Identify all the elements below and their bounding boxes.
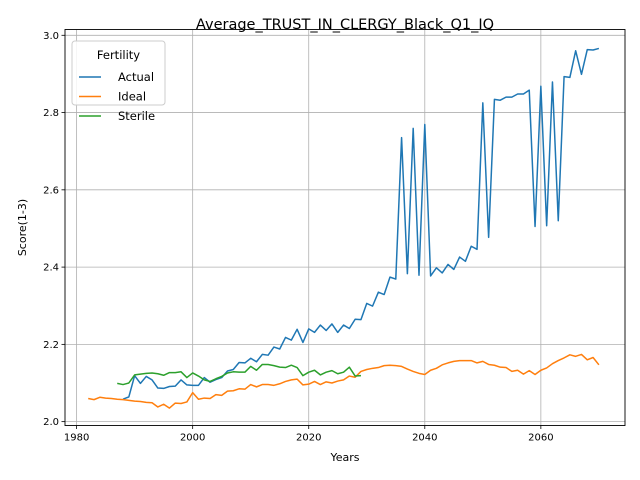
y-tick-label: 2.2: [43, 340, 59, 351]
legend-items: Actual Ideal Sterile: [79, 70, 155, 123]
legend-label-ideal: Ideal: [118, 90, 146, 104]
plot-frame: [64, 29, 626, 426]
legend-box: [71, 40, 166, 106]
x-tick-label: 2060: [528, 433, 553, 444]
y-tick-label: 3.0: [43, 31, 59, 42]
y-tick-label: 2.8: [43, 108, 59, 119]
chart-title: Average_TRUST_IN_CLERGY_Black_Q1_IQ: [196, 17, 494, 33]
x-tick-label: 2020: [296, 433, 321, 444]
x-tick-label: 2000: [180, 433, 205, 444]
x-tick-label: 2040: [412, 433, 437, 444]
grid-lines: [65, 29, 625, 426]
y-tick-label: 2.4: [43, 263, 59, 274]
legend: Fertility Actual Ideal Sterile: [71, 40, 166, 123]
axis-ticks: 1980 2000 2020 2040 2060 2.0 2.2 2.4 2.6 2.8 3.0: [43, 31, 553, 444]
series-layer: [88, 47, 600, 409]
legend-label-actual: Actual: [118, 70, 154, 84]
x-axis-label: Years: [329, 451, 359, 464]
legend-title: Fertility: [97, 48, 140, 62]
y-tick-label: 2.0: [43, 417, 59, 428]
y-axis-label: Score(1-3): [16, 199, 29, 256]
series-line-ideal: [88, 353, 600, 409]
y-tick-label: 2.6: [43, 185, 59, 196]
x-tick-label: 1980: [64, 433, 89, 444]
legend-label-sterile: Sterile: [118, 109, 155, 123]
series-line-actual: [122, 47, 600, 400]
series-line-sterile: [117, 363, 362, 386]
